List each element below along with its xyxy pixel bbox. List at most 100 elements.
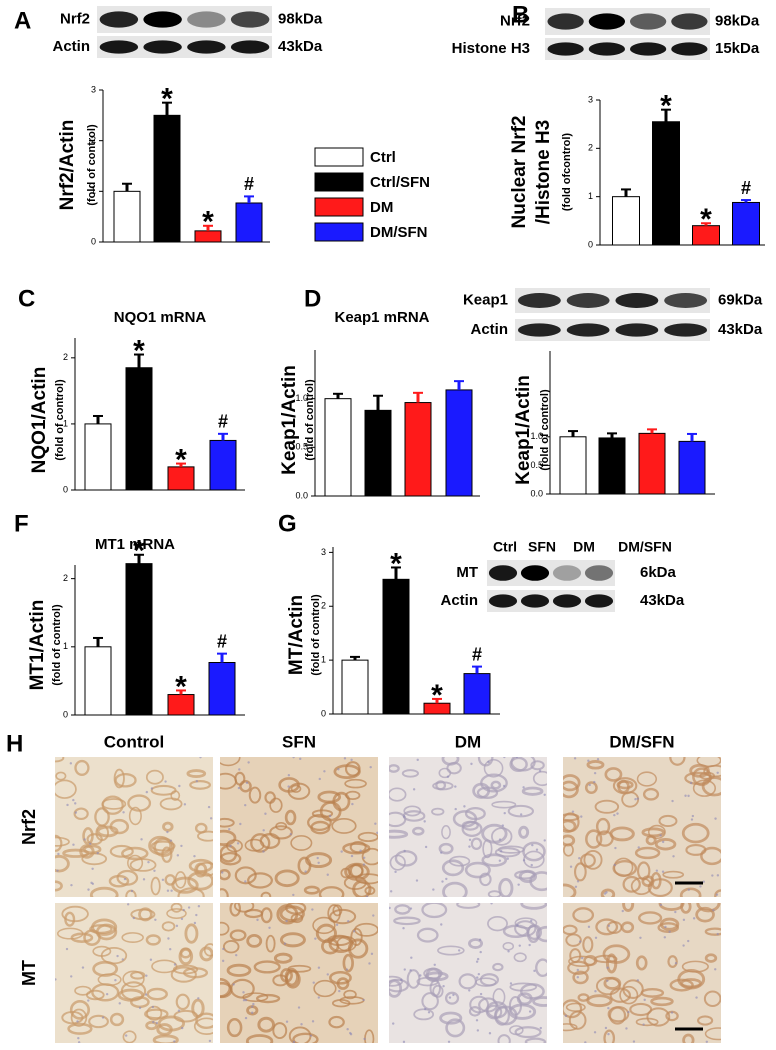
tubule [583,849,603,870]
tubule [472,782,491,799]
tubule [253,960,281,974]
tubule [328,1015,345,1029]
significance-mark: * [133,535,145,568]
nucleus [312,981,315,984]
tubule [704,1027,721,1041]
y-axis-unit: (fold of control) [51,604,63,686]
significance-mark: * [161,83,173,116]
bar [559,436,587,495]
nucleus [363,1037,366,1041]
tubule [166,908,187,919]
nucleus [468,838,472,841]
nucleus [416,758,419,762]
tubule [494,1005,510,1026]
nucleus [711,874,714,877]
tubule [269,797,283,813]
tubule [345,790,361,801]
bar [84,646,112,716]
nucleus [175,924,179,928]
nucleus [668,930,671,933]
nucleus [221,959,225,963]
tubule [492,988,506,1007]
nucleus [574,885,578,889]
tubule [144,1008,169,1020]
nucleus [613,863,616,867]
nucleus [682,918,686,922]
tubule [638,911,663,925]
nucleus [498,859,502,862]
nucleus [415,879,419,882]
nucleus [672,855,675,858]
blot-strip [487,590,615,612]
nucleus [89,842,92,846]
nucleus [228,828,231,831]
y-axis-unit: (fold of control) [539,389,551,471]
tubule [151,959,178,974]
nucleus [634,798,637,801]
nucleus [173,1040,176,1043]
nucleus [699,885,702,888]
nucleus [292,893,295,897]
nucleus [470,762,473,766]
tubule [357,831,378,843]
bar [209,439,237,491]
nucleus [714,817,717,820]
tubule [55,771,67,781]
tubule [680,978,702,989]
nucleus [488,1032,492,1035]
tubule [129,858,157,872]
tubule [572,907,595,923]
nucleus [352,930,356,933]
nucleus [643,998,646,1002]
blot-band [588,42,626,56]
tissue-detail [55,903,213,1043]
tubule [389,811,407,828]
nucleus [121,958,124,961]
nucleus [394,870,397,874]
tubule [520,903,547,910]
nucleus [498,838,502,841]
nucleus [419,974,422,977]
column-header: DM/SFN [609,732,674,751]
nucleus [389,890,393,893]
tubule [630,877,653,896]
nucleus [351,802,354,806]
tubule [439,1011,463,1025]
significance-mark: * [660,90,672,123]
nucleus [661,870,665,873]
blot-band [588,13,626,30]
nucleus [350,854,354,858]
nucleus [687,888,690,891]
tubule [290,835,313,851]
nucleus [238,768,241,771]
tubule [442,881,468,897]
tubule [347,938,369,959]
tubule [101,795,124,815]
tubule [602,944,631,964]
nucleus [142,878,146,881]
tubule [516,992,533,1006]
nucleus [251,1011,254,1014]
blot-band [187,11,226,28]
nucleus [457,949,461,952]
nucleus [349,1031,352,1035]
tubule [563,813,580,822]
nucleus [65,947,69,951]
nucleus [625,1027,628,1030]
tubule [234,866,257,885]
tubule [292,1032,319,1043]
nucleus [517,883,520,886]
nucleus [587,925,591,929]
nucleus [101,1016,105,1019]
nucleus [499,849,503,853]
nucleus [124,1034,128,1037]
tubule [574,862,587,882]
tubule [513,952,527,963]
tubule [67,1022,93,1035]
tubule [138,907,153,922]
tubule [595,918,619,936]
nucleus [314,937,317,940]
tubule [406,969,421,989]
nucleus [69,762,73,765]
tubule [458,973,477,990]
